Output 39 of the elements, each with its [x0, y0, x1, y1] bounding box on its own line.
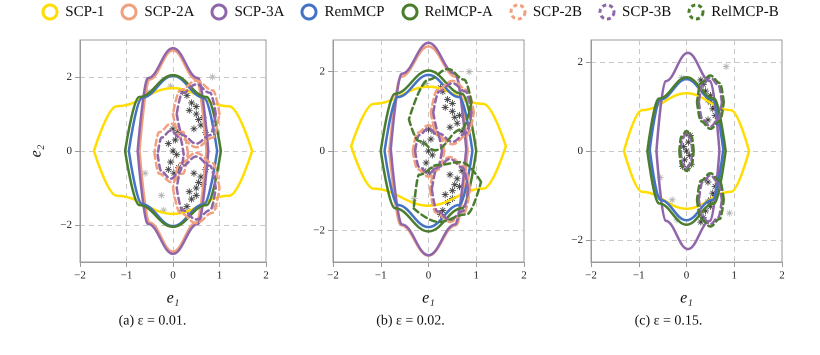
y-tick-label: −2 [60, 219, 72, 231]
legend-label: RelMCP-A [424, 4, 493, 20]
x-tick-label: −1 [632, 270, 645, 282]
x-tick-label: 0 [684, 270, 690, 282]
x-tick-label: −2 [327, 270, 339, 282]
y-tick-label: 2 [578, 56, 583, 68]
x-axis-title: e₁ [422, 290, 435, 306]
legend-label: SCP-3A [234, 4, 284, 20]
y-tick-label: −2 [313, 224, 325, 236]
x-tick-label: 0 [170, 270, 176, 282]
x-tick-label: −2 [74, 270, 86, 282]
y-axis-title: e₂ [28, 144, 44, 158]
y-tick-label: 2 [66, 71, 72, 83]
text: RelMCP-B [711, 4, 779, 20]
text: (b) ε = 0.02. [376, 314, 445, 328]
text: (c) ε = 0.15. [634, 314, 702, 328]
x-tick-label: 1 [474, 270, 479, 282]
legend-label: SCP-2B [532, 4, 582, 20]
x-tick-label: 2 [779, 270, 785, 282]
x-tick-label: −2 [585, 270, 597, 282]
y-tick-label: 2 [320, 66, 325, 78]
x-axis-title: e₁ [166, 290, 180, 306]
legend-label: SCP-3B [622, 4, 672, 20]
x-tick-label: 2 [263, 270, 269, 282]
x-axis-title: e₁ [680, 290, 693, 306]
x-tick-label: 1 [732, 270, 737, 282]
y-tick-label: 0 [320, 145, 326, 157]
y-tick-label: 0 [578, 145, 584, 157]
legend-label: SCP-1 [65, 4, 104, 20]
x-tick-label: 2 [521, 270, 527, 282]
text: (a) ε = 0.01. [118, 314, 186, 328]
x-tick-label: 0 [426, 270, 432, 282]
y-tick-label: −2 [571, 234, 583, 246]
legend-label: SCP-2A [144, 4, 194, 20]
x-tick-label: −1 [120, 270, 132, 282]
y-tick-label: 0 [66, 145, 72, 157]
x-tick-label: 1 [216, 270, 222, 282]
legend-label: RemMCP [324, 4, 384, 20]
x-tick-label: −1 [374, 270, 387, 282]
